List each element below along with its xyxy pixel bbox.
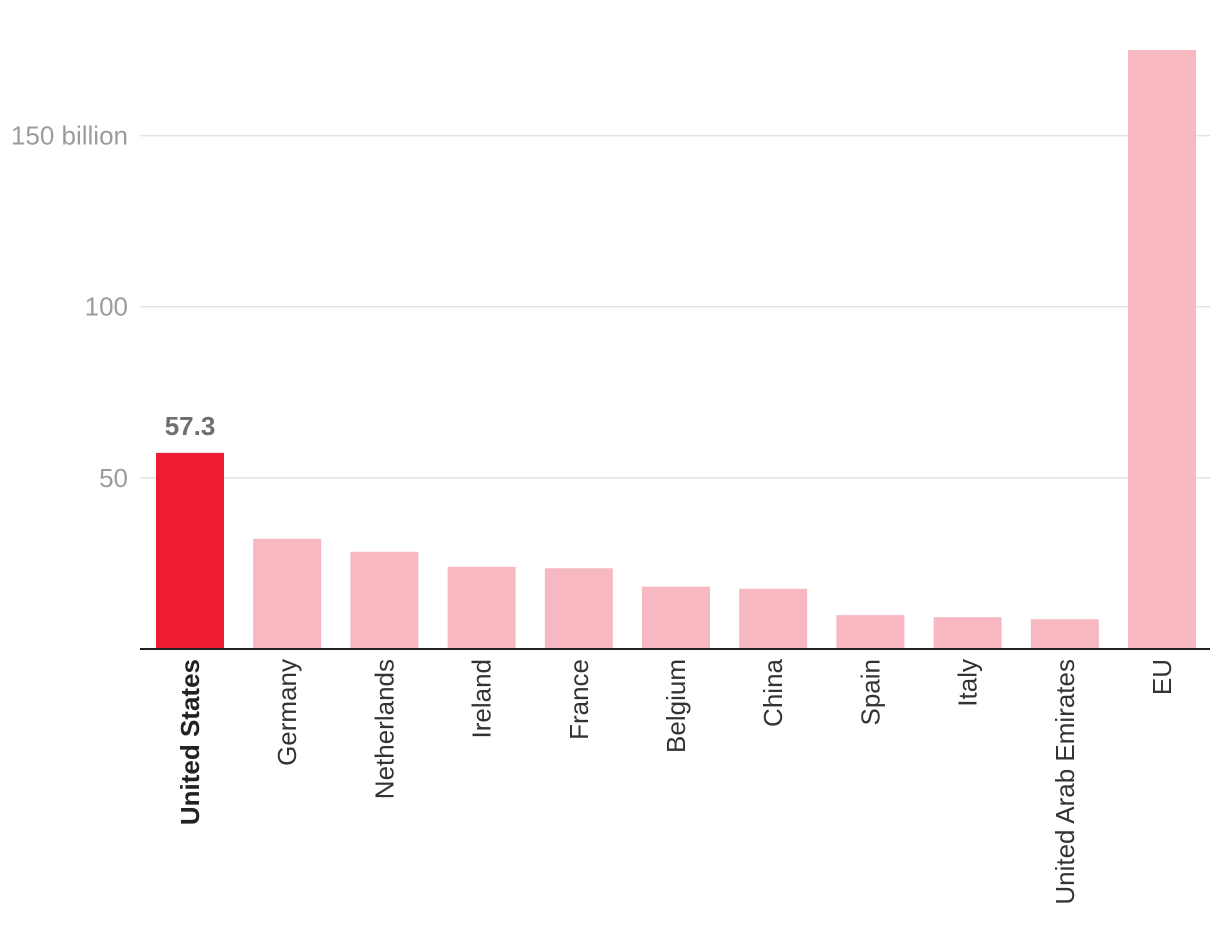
- bar-united-states: [156, 452, 224, 649]
- bar-ireland: [447, 566, 516, 649]
- bar-netherlands: [350, 551, 419, 649]
- y-tick-label-50: 50: [99, 463, 128, 493]
- bar-italy: [933, 617, 1002, 649]
- data-labels: 57.3: [165, 411, 216, 441]
- bar-france: [544, 568, 613, 649]
- x-tick-label-belgium: Belgium: [661, 659, 691, 753]
- x-tick-label-united-arab-emirates: United Arab Emirates: [1050, 659, 1080, 905]
- bar-eu: [1128, 50, 1196, 649]
- gridlines: [140, 134, 1210, 479]
- x-tick-label-eu: EU: [1147, 659, 1177, 695]
- x-tick-label-netherlands: Netherlands: [369, 659, 399, 799]
- x-tick-label-ireland: Ireland: [467, 659, 497, 739]
- bar-united-arab-emirates: [1030, 619, 1099, 649]
- bar-china: [739, 588, 808, 649]
- y-axis-ticks: 50 100 150 billion: [11, 121, 128, 493]
- x-tick-label-united-states: United States: [175, 659, 205, 825]
- bar-spain: [836, 615, 905, 649]
- y-tick-label-150: 150 billion: [11, 121, 128, 151]
- x-tick-label-germany: Germany: [272, 659, 302, 766]
- bars: [156, 50, 1196, 649]
- x-tick-label-italy: Italy: [953, 659, 983, 707]
- x-tick-label-france: France: [564, 659, 594, 740]
- value-label-united-states: 57.3: [165, 411, 216, 441]
- x-axis-labels: United States Germany Netherlands Ireland Fr…: [175, 658, 1177, 904]
- bar-belgium: [642, 586, 710, 649]
- x-tick-label-spain: Spain: [855, 659, 885, 726]
- x-tick-label-china: China: [758, 658, 788, 726]
- y-tick-label-100: 100: [85, 292, 128, 322]
- bar-germany: [253, 538, 322, 649]
